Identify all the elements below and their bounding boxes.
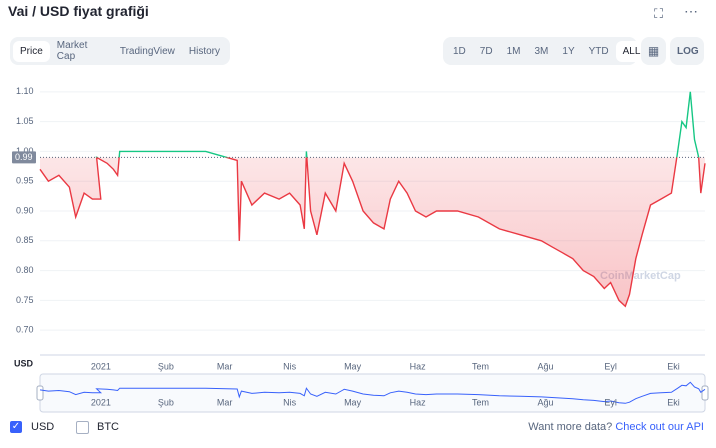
- legend-btc: BTC: [97, 421, 119, 433]
- tab[interactable]: Market Cap: [56, 40, 88, 62]
- range-button[interactable]: 1D: [453, 45, 466, 57]
- more-icon[interactable]: ⋯: [684, 3, 698, 19]
- legend-usd: USD: [31, 421, 55, 433]
- price-line-below: [39, 157, 706, 308]
- chart: 0.700.750.800.850.900.951.001.051.10Coin…: [12, 86, 709, 413]
- navigator-handle: [701, 385, 709, 401]
- y-tick-label: 1.10: [16, 86, 34, 96]
- range-button[interactable]: 1M: [506, 45, 521, 57]
- y-tick-label: 0.70: [16, 325, 34, 335]
- y-tick-label: 0.80: [16, 265, 34, 275]
- btc-checkbox[interactable]: [76, 421, 89, 434]
- navigator-tick-label: Nis: [283, 397, 296, 407]
- navigator-tick-label: Mar: [217, 397, 233, 407]
- navigator-tick-label: Eki: [667, 397, 680, 407]
- navigator-tick-label: May: [344, 397, 362, 407]
- x-tick-label: Nis: [283, 361, 296, 371]
- range-group: 1D 7D 1M 3M 1Y YTD ALL: [443, 37, 648, 65]
- log-group: LOG: [670, 37, 704, 65]
- x-tick-label: 2021: [91, 361, 111, 371]
- x-tick-label: Mar: [217, 361, 233, 371]
- navigator-handle: [36, 385, 44, 401]
- x-tick-label: Eyl: [604, 361, 617, 371]
- api-link[interactable]: Check out our API: [615, 421, 704, 433]
- x-tick-label: Ağu: [538, 361, 554, 371]
- footer: Want more data? Check out our API: [528, 421, 704, 433]
- log-button[interactable]: LOG: [677, 45, 699, 57]
- y-tick-label: 0.95: [16, 176, 34, 186]
- footer-prompt: Want more data?: [528, 421, 613, 433]
- x-tick-label: Eki: [667, 361, 680, 371]
- baseline-label-bg: [12, 151, 36, 164]
- navigator-tick-label: Şub: [158, 397, 174, 407]
- x-tick-label: May: [344, 361, 362, 371]
- title: Vai / USD fiyat grafiği: [8, 3, 149, 19]
- x-tick-label: Tem: [472, 361, 489, 371]
- navigator-tick-label: Haz: [410, 397, 427, 407]
- range-button[interactable]: ALL: [615, 40, 648, 62]
- x-tick-label: Şub: [158, 361, 174, 371]
- navigator-tick-label: Eyl: [604, 397, 617, 407]
- calendar-button[interactable]: ▦: [641, 37, 666, 65]
- tab[interactable]: History: [188, 45, 220, 57]
- navigator-tick-label: Ağu: [538, 397, 554, 407]
- y-axis-label: USD: [14, 358, 34, 368]
- area: [40, 157, 705, 307]
- navigator-tick-label: 2021: [91, 397, 111, 407]
- price-line-above: [95, 91, 700, 158]
- range-button[interactable]: 3M: [534, 45, 549, 57]
- navigator-line: [39, 381, 706, 404]
- y-tick-label: 1.05: [16, 116, 34, 126]
- navigator-tick-label: Tem: [472, 397, 489, 407]
- y-tick-label: 0.75: [16, 295, 34, 305]
- tab[interactable]: Price: [13, 40, 50, 62]
- y-tick-label: 0.85: [16, 235, 34, 245]
- range-button[interactable]: YTD: [588, 45, 609, 57]
- x-tick-label: Haz: [410, 361, 427, 371]
- range-button[interactable]: 7D: [479, 45, 493, 57]
- range-button[interactable]: 1Y: [562, 45, 575, 57]
- usd-checkbox[interactable]: ✓: [10, 421, 22, 433]
- tab-group: Price Market Cap TradingView History: [10, 37, 230, 65]
- fullscreen-icon[interactable]: ⛶: [654, 6, 664, 21]
- y-tick-label: 1.00: [16, 146, 34, 156]
- y-tick-label: 0.90: [16, 205, 34, 215]
- baseline-label: 0.99: [15, 152, 33, 162]
- tab[interactable]: TradingView: [119, 45, 175, 57]
